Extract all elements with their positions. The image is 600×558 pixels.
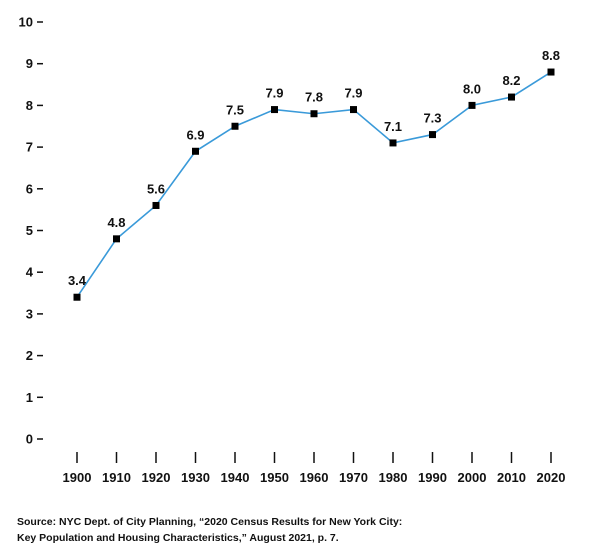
data-label: 8.2 <box>502 73 520 88</box>
data-label: 7.9 <box>265 86 283 101</box>
x-tick-label: 1960 <box>300 470 329 485</box>
data-point-marker <box>231 122 239 130</box>
data-label: 6.9 <box>186 127 204 142</box>
data-label: 7.9 <box>344 86 362 101</box>
data-point-marker <box>389 139 397 147</box>
x-tick-label: 1930 <box>181 470 210 485</box>
population-line-chart: 0 1 2 3 4 5 6 7 8 9 10 1900 1910 1920 1930 1940 1950 196… <box>19 15 566 486</box>
data-point-marker <box>310 110 318 118</box>
data-label: 5.6 <box>147 181 165 196</box>
x-tick-label: 1970 <box>339 470 368 485</box>
series-population <box>73 68 555 301</box>
y-tick-label: 3 <box>26 306 33 321</box>
data-point-marker <box>350 106 357 114</box>
y-tick-label: 10 <box>19 15 33 30</box>
x-tick-label: 1950 <box>260 470 289 485</box>
source-line-1: Source: NYC Dept. of City Planning, “202… <box>17 516 403 528</box>
y-axis: 0 1 2 3 4 5 6 7 8 9 10 <box>19 15 43 447</box>
x-tick-label: 2000 <box>458 470 487 485</box>
data-point-marker <box>508 93 515 101</box>
data-label: 3.4 <box>68 273 87 288</box>
x-axis: 1900 1910 1920 1930 1940 1950 1960 1970 1980 1990… <box>63 452 566 485</box>
data-label: 8.8 <box>542 48 560 63</box>
y-tick-label: 7 <box>26 140 33 155</box>
data-point-marker <box>547 68 555 76</box>
x-tick-label: 1920 <box>142 470 171 485</box>
x-tick-label: 2010 <box>497 470 526 485</box>
data-label: 7.3 <box>423 111 441 126</box>
data-point-marker <box>152 201 160 209</box>
x-tick-label: 1990 <box>418 470 447 485</box>
x-tick-label: 1980 <box>379 470 408 485</box>
x-tick-label: 1910 <box>102 470 131 485</box>
data-point-marker <box>271 106 278 114</box>
x-tick-label: 2020 <box>537 470 566 485</box>
data-label: 4.8 <box>107 215 125 230</box>
y-tick-label: 6 <box>26 181 33 196</box>
data-label: 7.1 <box>384 119 402 134</box>
x-tick-label: 1940 <box>221 470 250 485</box>
data-label: 7.8 <box>305 90 323 105</box>
data-labels: 3.4 4.8 5.6 6.9 7.5 7.9 7.8 7.9 7.1 7.3 8.0 8.2 8.8 <box>68 48 560 288</box>
source-note: Source: NYC Dept. of City Planning, “202… <box>17 514 587 546</box>
x-tick-label: 1900 <box>63 470 92 485</box>
data-point-marker <box>73 293 81 301</box>
y-tick-label: 1 <box>26 390 33 405</box>
data-label: 7.5 <box>226 102 244 117</box>
data-point-marker <box>429 131 436 139</box>
y-tick-label: 2 <box>26 348 33 363</box>
data-point-marker <box>192 147 199 155</box>
y-tick-label: 9 <box>26 56 33 71</box>
source-line-2: Key Population and Housing Characteristi… <box>17 532 339 544</box>
y-tick-label: 0 <box>26 432 33 447</box>
data-point-marker <box>468 101 476 109</box>
y-tick-label: 4 <box>26 265 34 280</box>
y-tick-label: 5 <box>26 223 33 238</box>
data-point-marker <box>113 235 120 243</box>
data-label: 8.0 <box>463 81 481 96</box>
y-tick-label: 8 <box>26 98 33 113</box>
